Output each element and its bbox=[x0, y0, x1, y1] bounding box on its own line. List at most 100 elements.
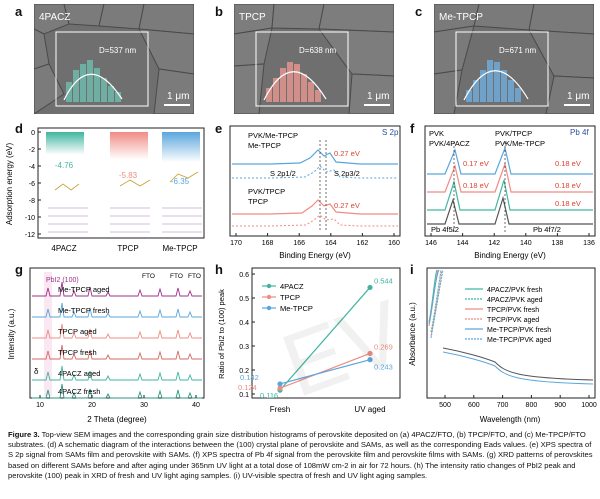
h-value-label: 0.116 bbox=[260, 391, 278, 400]
d-cat-me-tpcp: Me-TPCP bbox=[162, 244, 197, 253]
h-legend-marker bbox=[266, 283, 272, 289]
f-xticks-label: 142 bbox=[488, 240, 500, 247]
i-xticks-label: 1000 bbox=[581, 402, 597, 409]
h-point-Me-TPCP-0 bbox=[277, 381, 283, 387]
e-xticks-label: 166 bbox=[293, 240, 305, 247]
e-legend-tpcp: TPCP bbox=[248, 197, 268, 206]
sem-grains-b bbox=[234, 4, 394, 114]
i-xlabel: Wavelength (nm) bbox=[480, 415, 541, 424]
e-xticks-label: 162 bbox=[357, 240, 369, 247]
caption-text: Top-view SEM images and the correspondin… bbox=[8, 430, 593, 480]
i-xticks-label: 600 bbox=[468, 402, 480, 409]
h-ylabel: Ratio of PbI2 to (100) peak bbox=[217, 289, 226, 379]
sem-image-4pacz: 4PACZ D=537 nm 1 μm bbox=[34, 4, 194, 114]
h-legend-label: 4PACZ bbox=[280, 282, 304, 291]
h-ytick-label: 0.6 bbox=[239, 272, 249, 279]
panel-i-label: i bbox=[410, 262, 414, 277]
i-ylabel: Absorbance (a.u.) bbox=[408, 302, 417, 366]
sem-image-tpcp: TPCP D=638 nm 1 μm bbox=[234, 4, 394, 114]
h-cat-fresh: Fresh bbox=[270, 405, 290, 414]
d-val-me-tpcp: -6.35 bbox=[171, 177, 190, 186]
xrd-chart: PbI2 (100) FTO FTO FTO δ Me-TPCP aged Me… bbox=[7, 267, 205, 424]
caption-title: Figure 3. bbox=[8, 430, 40, 439]
h-point-4PACZ-1 bbox=[367, 284, 373, 291]
g-trace-label-0: Me-TPCP aged bbox=[58, 285, 110, 294]
g-trace-label-5: 4PACZ fresh bbox=[58, 387, 100, 396]
d-ytick-label: -8 bbox=[29, 198, 35, 205]
g-trace-label-2: TPCP aged bbox=[58, 327, 97, 336]
e-xlabel: Binding Energy (eV) bbox=[279, 251, 351, 260]
g-trace-2 bbox=[32, 323, 202, 339]
d-val-4pacz: -4.76 bbox=[55, 161, 74, 170]
sem-b-diameter: D=638 nm bbox=[299, 46, 337, 55]
g-trace-3 bbox=[32, 344, 202, 360]
panel-h-label: h bbox=[215, 262, 223, 277]
g-ylabel: Intensity (a.u.) bbox=[7, 308, 16, 359]
panel-c-label: c bbox=[415, 4, 423, 19]
panel-h: 0.1 0.2 0.3 0.4 0.5 0.6 0.116 0.544 0.124 0.269 0… bbox=[210, 262, 405, 427]
f-shift-2: 0.18 eV bbox=[463, 181, 489, 190]
panel-f: Pb 4f PVK PVK/TPCP PVK/4PACZ PVK/Me-TPCP… bbox=[405, 120, 600, 260]
i-xticks-label: 900 bbox=[554, 402, 566, 409]
d-bar-0 bbox=[46, 132, 84, 155]
e-legend-pvk-me-tpcp: PVK/Me-TPCP bbox=[248, 131, 298, 140]
h-value-label: 0.124 bbox=[238, 383, 257, 392]
i-xticks-label: 700 bbox=[497, 402, 509, 409]
f-shift-5: 0.18 eV bbox=[555, 199, 581, 208]
f-shift-3: 0.18 eV bbox=[555, 159, 581, 168]
f-xlabel: Binding Energy (eV) bbox=[474, 251, 546, 260]
h-legend-marker bbox=[266, 305, 272, 311]
h-value-label: 0.142 bbox=[240, 373, 259, 382]
d-ytick-label: -12 bbox=[25, 232, 35, 239]
h-value-label: 0.269 bbox=[374, 342, 393, 351]
h-legend-marker bbox=[266, 294, 272, 300]
sem-c-title: Me-TPCP bbox=[439, 12, 483, 23]
i-xticks-label: 800 bbox=[526, 402, 538, 409]
h-point-TPCP-1 bbox=[367, 350, 373, 357]
panel-i: 4PACZ/PVK fresh 4PACZ/PVK aged TPCP/PVK … bbox=[405, 262, 600, 427]
g-fto-3: FTO bbox=[188, 273, 201, 280]
e-shift-2: 0.27 eV bbox=[334, 201, 360, 210]
d-bar-2 bbox=[162, 132, 200, 163]
g-trace-5 bbox=[32, 383, 202, 399]
f-xticks-label: 146 bbox=[425, 240, 437, 247]
h-legend-label: Me-TPCP bbox=[280, 304, 313, 313]
g-trace-label-1: Me-TPCP fresh bbox=[58, 306, 110, 315]
h-line-Me-TPCP bbox=[279, 359, 371, 385]
f-legend-pvk: PVK bbox=[429, 129, 444, 138]
panel-d-label: d bbox=[15, 121, 23, 136]
g-xlabel: 2 Theta (degree) bbox=[87, 415, 147, 424]
i-xticks-label: 500 bbox=[439, 402, 451, 409]
i-legend-4: Me-TPCP/PVK fresh bbox=[487, 327, 551, 334]
e-s12: S 2p1/2 bbox=[270, 169, 296, 178]
g-trace-1 bbox=[32, 302, 202, 318]
pbi2-ratio-chart: 0.1 0.2 0.3 0.4 0.5 0.6 0.116 0.544 0.124 0.269 0… bbox=[217, 267, 401, 414]
f-tag: Pb 4f bbox=[570, 128, 589, 137]
g-xticks-label: 40 bbox=[192, 402, 200, 409]
sem-c-scale: 1 μm bbox=[567, 91, 590, 102]
d-ytick-label: -2 bbox=[29, 147, 35, 154]
d-cat-4pacz: 4PACZ bbox=[51, 244, 76, 253]
panel-d: 0 -2 -4 -6 -8 -10 -12 Adsorption energy (eV) 4… bbox=[0, 120, 210, 260]
h-ytick-label: 0.4 bbox=[239, 320, 249, 327]
f-shift-4: 0.18 eV bbox=[555, 181, 581, 190]
svg-text:EV: EV bbox=[270, 282, 417, 410]
sem-image-me-tpcp: Me-TPCP D=671 nm 1 μm bbox=[434, 4, 594, 114]
f-pb52: Pb 4f5/2 bbox=[431, 225, 459, 234]
f-xticks-label: 136 bbox=[583, 240, 595, 247]
h-point-TPCP-0 bbox=[277, 385, 283, 391]
h-line-TPCP bbox=[279, 352, 371, 389]
g-trace-label-4: 4PACZ aged bbox=[58, 369, 100, 378]
adsorption-chart: 0 -2 -4 -6 -8 -10 -12 Adsorption energy (eV) 4… bbox=[5, 127, 205, 253]
panel-a-label: a bbox=[15, 4, 23, 19]
d-ytick-label: -10 bbox=[25, 215, 35, 222]
e-xticks-label: 168 bbox=[262, 240, 274, 247]
h-line-4PACZ bbox=[279, 287, 371, 391]
watermark: EV bbox=[270, 282, 417, 410]
d-ytick-label: 0 bbox=[31, 130, 35, 137]
panel-b-label: b bbox=[215, 4, 223, 19]
panel-g-label: g bbox=[15, 262, 23, 277]
h-legend-label: TPCP bbox=[280, 293, 300, 302]
sem-c-diameter: D=671 nm bbox=[499, 46, 537, 55]
g-xticks-label: 10 bbox=[36, 402, 44, 409]
